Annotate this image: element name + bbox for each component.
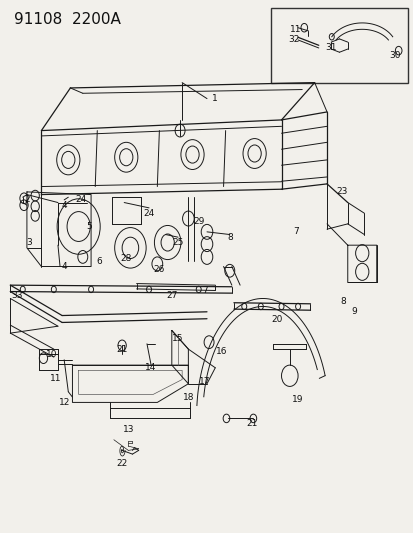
Text: 91108  2200A: 91108 2200A	[14, 12, 121, 27]
Text: 4: 4	[61, 262, 67, 271]
Text: 30: 30	[389, 52, 400, 60]
Text: 3: 3	[26, 238, 32, 247]
Text: 31: 31	[325, 44, 336, 52]
Text: 14: 14	[145, 364, 157, 372]
Text: 13: 13	[122, 425, 134, 433]
Text: 16: 16	[215, 348, 227, 356]
Text: 25: 25	[172, 238, 183, 247]
Text: 24: 24	[75, 196, 86, 204]
Text: 27: 27	[166, 292, 177, 300]
Text: 22: 22	[116, 459, 128, 468]
Text: 15: 15	[172, 334, 183, 343]
Text: 4: 4	[61, 201, 67, 209]
Text: 10: 10	[46, 350, 57, 359]
Text: 20: 20	[271, 316, 282, 324]
Text: 18: 18	[182, 393, 194, 401]
Text: 28: 28	[120, 254, 132, 263]
Text: 19: 19	[292, 395, 303, 404]
Text: 9: 9	[350, 308, 356, 316]
Text: 11: 11	[290, 25, 301, 34]
Text: 6: 6	[96, 257, 102, 265]
Text: 8: 8	[340, 297, 346, 305]
Text: 26: 26	[153, 265, 165, 273]
Text: 24: 24	[143, 209, 154, 217]
Text: 17: 17	[199, 377, 210, 385]
Text: 7: 7	[202, 286, 207, 295]
Text: 5: 5	[86, 222, 92, 231]
Text: 2: 2	[24, 196, 30, 204]
Text: 21: 21	[116, 345, 128, 353]
Text: 7: 7	[292, 228, 298, 236]
Text: 23: 23	[335, 188, 347, 196]
Text: 21: 21	[246, 419, 258, 428]
Text: 29: 29	[192, 217, 204, 225]
FancyBboxPatch shape	[271, 8, 407, 83]
Text: 12: 12	[58, 398, 70, 407]
Text: 8: 8	[226, 233, 232, 241]
Text: 11: 11	[50, 374, 62, 383]
Text: 1: 1	[212, 94, 218, 103]
Text: 32: 32	[287, 36, 299, 44]
Text: 33: 33	[11, 292, 22, 300]
